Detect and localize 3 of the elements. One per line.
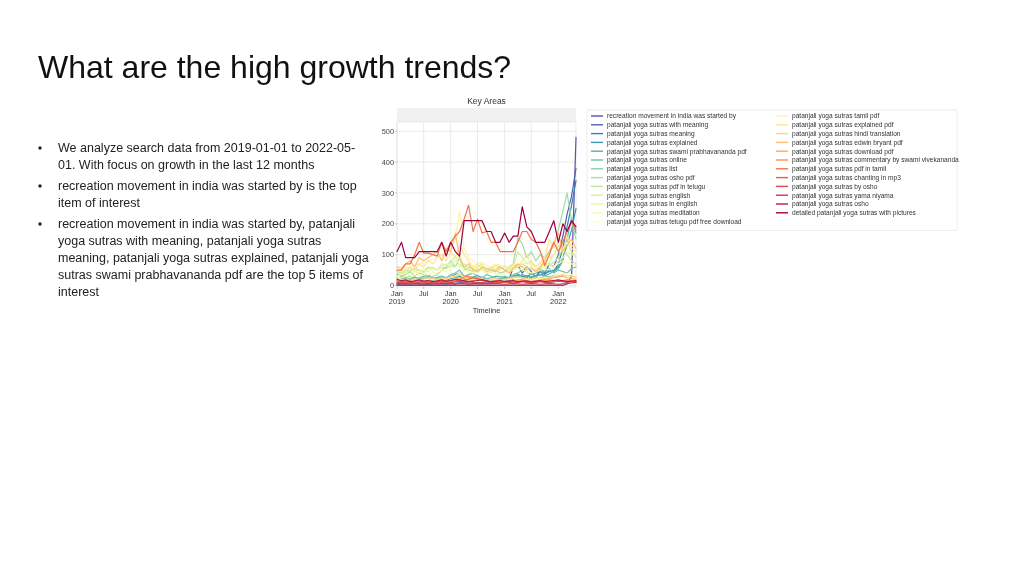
- chart-title: What are the high growth trends?: [38, 49, 512, 85]
- text: recreation movement in india was started by, patanjali yoga sutras with meaning, patanjali yoga sutras meaning, patanjali yoga sutras explained, patanjali yoga sutras swami prabhavananda pdf are the top 5 items of interest: [58, 217, 369, 299]
- chart-subtitle: Key Areas: [467, 96, 506, 106]
